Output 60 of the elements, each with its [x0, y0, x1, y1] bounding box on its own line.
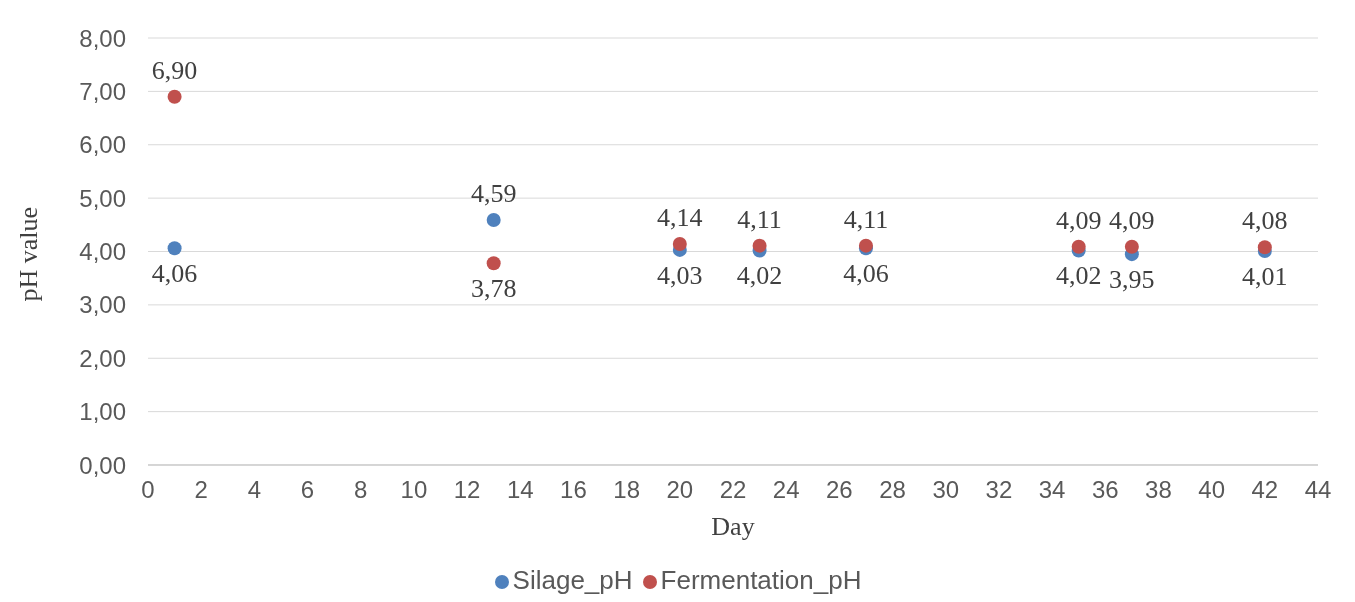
point: [752, 238, 767, 253]
x-tick-label: 40: [1198, 476, 1225, 504]
x-tick-label: 42: [1251, 476, 1279, 504]
y-tick-label: 0,00: [79, 451, 126, 479]
data-label: 3,95: [1109, 265, 1155, 295]
x-tick-label: 12: [453, 476, 481, 504]
x-tick-label: 10: [400, 476, 428, 504]
data-label: 4,09: [1055, 205, 1102, 235]
x-tick-label: 26: [826, 476, 853, 504]
x-tick-label: 14: [506, 476, 534, 504]
data-label: 4,06: [843, 259, 889, 289]
x-tick-label: 24: [772, 476, 800, 504]
x-tick-label: 34: [1038, 476, 1066, 504]
point: [167, 241, 182, 256]
legend-label: Silage_pH: [512, 565, 633, 595]
data-label: 6,90: [151, 55, 198, 85]
point: [672, 237, 687, 252]
data-label: 4,11: [843, 204, 889, 234]
y-tick-label: 8,00: [79, 24, 126, 52]
data-label: 4,01: [1242, 261, 1288, 291]
y-axis-title: pH value: [14, 206, 44, 302]
x-tick-label: 28: [879, 476, 906, 504]
y-tick-label: 3,00: [79, 291, 126, 319]
point: [486, 256, 501, 271]
point: [1124, 239, 1139, 254]
point: [167, 89, 182, 104]
data-label: 4,06: [151, 259, 198, 289]
y-tick-label: 7,00: [79, 77, 126, 105]
legend-label: Fermentation_pH: [660, 565, 862, 595]
x-tick-label: 4: [247, 476, 262, 504]
data-label: 3,78: [470, 274, 517, 304]
y-tick-label: 6,00: [79, 131, 126, 159]
x-tick-label: 38: [1145, 476, 1172, 504]
x-tick-label: 32: [985, 476, 1013, 504]
data-label: 4,14: [657, 203, 703, 233]
point: [1071, 239, 1086, 254]
x-tick-label: 16: [560, 476, 587, 504]
data-label: 4,09: [1109, 205, 1155, 235]
x-axis-title: Day: [711, 512, 755, 541]
y-tick-label: 2,00: [79, 344, 126, 372]
data-label: 4,02: [736, 261, 783, 291]
x-tick-label: 6: [300, 476, 315, 504]
x-tick-label: 36: [1091, 476, 1119, 504]
point: [486, 213, 501, 228]
x-tick-label: 20: [666, 476, 694, 504]
x-tick-label: 8: [354, 476, 368, 504]
x-tick-label: 30: [932, 476, 960, 504]
x-tick-label: 2: [194, 476, 208, 504]
data-label: 4,03: [657, 260, 703, 290]
y-tick-label: 5,00: [79, 184, 126, 212]
x-tick-label: 22: [719, 476, 747, 504]
data-label: 4,59: [470, 179, 517, 209]
data-label: 4,02: [1055, 261, 1102, 291]
data-label: 4,11: [737, 204, 782, 234]
y-tick-label: 4,00: [79, 238, 126, 266]
x-tick-label: 18: [613, 476, 640, 504]
x-tick-label: 0: [141, 476, 155, 504]
data-label: 4,08: [1242, 206, 1288, 236]
y-tick-label: 1,00: [79, 398, 126, 426]
x-tick-label: 44: [1304, 476, 1332, 504]
